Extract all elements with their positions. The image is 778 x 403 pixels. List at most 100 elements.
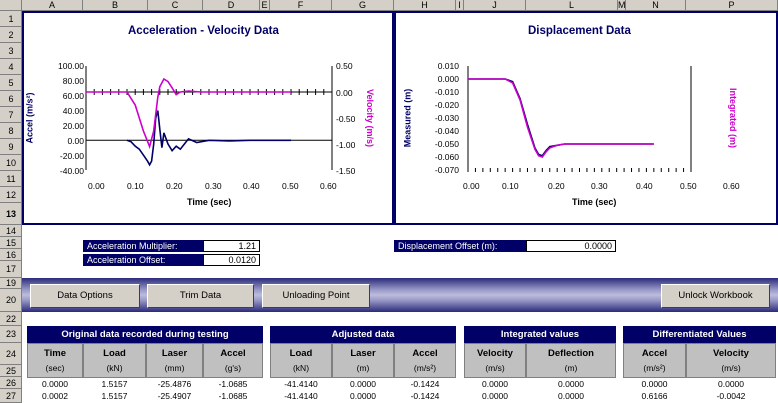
table-cell[interactable]: 1.5157: [101, 391, 128, 401]
table-cell[interactable]: -25.4876: [157, 379, 192, 389]
row-header[interactable]: 7: [0, 107, 22, 123]
group-header-integrated: Integrated values: [464, 326, 616, 343]
table-cell[interactable]: 0.0000: [718, 379, 744, 389]
displacement-offset-field[interactable]: 0.0000: [526, 240, 616, 252]
y2-tick: -1.50: [336, 166, 356, 176]
col-header-a[interactable]: A: [22, 0, 83, 11]
table-cell[interactable]: -0.1424: [410, 379, 440, 389]
displacement-chart[interactable]: Displacement Data Measured (m) Integrate…: [394, 11, 778, 225]
trim-data-button[interactable]: Trim Data: [147, 284, 254, 308]
row-header[interactable]: 12: [0, 187, 22, 203]
x-tick: 0.20: [548, 181, 565, 191]
row-header-bar: 1 2 3 4 5 6 7 8 9 10 11 12 13 14 15 16 1…: [0, 11, 22, 403]
row-header[interactable]: 27: [0, 389, 22, 403]
col-header-accel: Accel (g's): [203, 343, 263, 378]
y-tick: 60.00: [62, 91, 84, 101]
table-cell[interactable]: -0.1424: [410, 391, 440, 401]
col-header-d[interactable]: D: [203, 0, 260, 11]
y-tick: -0.030: [434, 113, 459, 123]
row-header[interactable]: 26: [0, 377, 22, 389]
col-header-laser: Laser (mm): [146, 343, 203, 378]
col-header-b[interactable]: B: [83, 0, 148, 11]
chart-title: Acceleration - Velocity Data: [128, 25, 279, 37]
col-header-l[interactable]: L: [526, 0, 618, 11]
table-cell[interactable]: 1.5157: [101, 379, 128, 389]
table-cell[interactable]: 0.0000: [482, 391, 508, 401]
col-header-g[interactable]: G: [332, 0, 394, 11]
y-tick: -0.040: [434, 126, 459, 136]
table-cell[interactable]: 0.0000: [482, 379, 508, 389]
x-tick: 0.50: [282, 181, 299, 191]
table-cell[interactable]: 0.0000: [42, 379, 68, 389]
table-cell[interactable]: 0.0000: [558, 391, 584, 401]
group-header-original: Original data recorded during testing: [27, 326, 263, 343]
corner-cell[interactable]: [0, 0, 22, 11]
col-header-p[interactable]: P: [686, 0, 778, 11]
row-header[interactable]: 22: [0, 312, 22, 326]
row-header[interactable]: 16: [0, 249, 22, 261]
row-header[interactable]: 9: [0, 139, 22, 155]
x-tick: 0.40: [243, 181, 260, 191]
row-header[interactable]: 11: [0, 171, 22, 187]
row-header[interactable]: 13: [0, 203, 22, 225]
table-cell[interactable]: 0.6166: [641, 391, 668, 401]
table-cell[interactable]: 0.0000: [350, 379, 376, 389]
table-cell[interactable]: 0.0000: [558, 379, 584, 389]
table-cell[interactable]: -25.4907: [157, 391, 192, 401]
y-tick: 80.00: [62, 76, 84, 86]
x-tick: 0.30: [205, 181, 222, 191]
row-header[interactable]: 3: [0, 43, 22, 59]
row-header[interactable]: 5: [0, 75, 22, 91]
col-header-h[interactable]: H: [394, 0, 456, 11]
row-header[interactable]: 6: [0, 91, 22, 107]
series-line-1: [468, 78, 654, 158]
row-header[interactable]: 4: [0, 59, 22, 75]
chart-title: Displacement Data: [528, 25, 631, 37]
col-header-f[interactable]: F: [270, 0, 332, 11]
table-cell[interactable]: 0.0000: [350, 391, 376, 401]
y-tick: -0.050: [434, 139, 459, 149]
table-cell[interactable]: -1.0685: [218, 379, 248, 389]
accel-plot-area: [85, 66, 333, 170]
row-header[interactable]: 15: [0, 237, 22, 249]
row-header[interactable]: 14: [0, 225, 22, 237]
row-header[interactable]: 19: [0, 278, 22, 289]
table-cell[interactable]: -0.0042: [716, 391, 746, 401]
y-tick: -20.00: [59, 151, 84, 161]
y-tick: 0.010: [437, 61, 459, 71]
table-cell[interactable]: -41.4140: [284, 391, 318, 401]
row-header[interactable]: 25: [0, 365, 22, 377]
unloading-point-button[interactable]: Unloading Point: [262, 284, 370, 308]
row-header[interactable]: 2: [0, 27, 22, 43]
table-cell[interactable]: 0.0000: [641, 379, 668, 389]
table-cell[interactable]: -41.4140: [284, 379, 318, 389]
data-options-button[interactable]: Data Options: [30, 284, 140, 308]
col-header-time: Time (sec): [27, 343, 83, 378]
y-tick: 20.00: [62, 121, 84, 131]
row-header[interactable]: 20: [0, 289, 22, 312]
accel-multiplier-field[interactable]: 1.21: [203, 240, 260, 252]
series-line-0: [126, 110, 291, 167]
col-header-i[interactable]: I: [456, 0, 464, 11]
x-tick: 0.60: [320, 181, 337, 191]
row-header[interactable]: 17: [0, 261, 22, 278]
table-cell[interactable]: 0.0002: [42, 391, 68, 401]
row-header[interactable]: 8: [0, 123, 22, 139]
col-header-j[interactable]: J: [464, 0, 526, 11]
table-cell[interactable]: -1.0685: [218, 391, 248, 401]
col-header-adj-accel: Accel (m/s²): [394, 343, 456, 378]
col-header-e[interactable]: E: [260, 0, 270, 11]
col-header-c[interactable]: C: [148, 0, 203, 11]
col-header-n[interactable]: N: [626, 0, 686, 11]
col-header-adj-laser: Laser (m): [332, 343, 394, 378]
row-header[interactable]: 10: [0, 155, 22, 171]
col-header-m[interactable]: M: [618, 0, 626, 11]
accel-velocity-chart[interactable]: Acceleration - Velocity Data Accel (m/s²…: [22, 11, 394, 225]
row-header[interactable]: 1: [0, 11, 22, 27]
y2-tick: -0.50: [336, 114, 356, 124]
row-header[interactable]: 24: [0, 343, 22, 365]
accel-offset-field[interactable]: 0.0120: [203, 254, 260, 266]
unlock-workbook-button[interactable]: Unlock Workbook: [661, 284, 770, 308]
x-tick: 0.00: [463, 181, 480, 191]
row-header[interactable]: 23: [0, 326, 22, 343]
